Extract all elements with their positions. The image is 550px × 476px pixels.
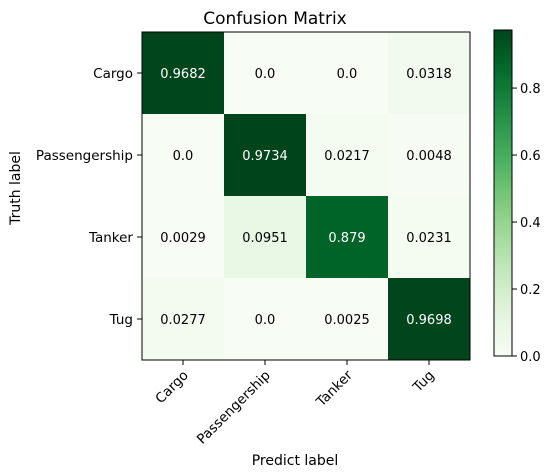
cell-value-label: 0.0277 <box>160 313 206 328</box>
heatmap-cell <box>306 196 388 278</box>
cell-value-label: 0.0 <box>337 67 358 82</box>
heatmap-cell <box>224 114 306 196</box>
cell-value-label: 0.0 <box>255 313 276 328</box>
heatmap-cell <box>388 114 470 196</box>
heatmap-cell <box>142 114 224 196</box>
cell-value-label: 0.0951 <box>242 231 288 246</box>
cell-value-label: 0.0231 <box>406 231 452 246</box>
cell-value-label: 0.9682 <box>160 67 206 82</box>
heatmap-cell <box>142 196 224 278</box>
colorbar-tick-label: 0.6 <box>520 149 541 164</box>
y-tick-label: Tug <box>109 312 133 328</box>
x-tick-label: Tanker <box>313 367 356 410</box>
y-tick-label: Passengership <box>36 148 133 164</box>
heatmap-cell <box>142 278 224 360</box>
x-tick-label: Passengership <box>194 368 274 448</box>
heatmap-cell <box>388 32 470 114</box>
colorbar: 0.0 0.2 0.4 0.6 0.8 <box>493 29 541 365</box>
cell-value-label: 0.0048 <box>406 149 452 164</box>
cell-value-label: 0.9698 <box>406 313 452 328</box>
x-tick-label: Tug <box>409 368 438 397</box>
cell-value-label: 0.0 <box>173 149 194 164</box>
cell-value-label: 0.9734 <box>242 149 288 164</box>
heatmap-cell <box>388 278 470 360</box>
cell-value-label: 0.0029 <box>160 231 206 246</box>
y-axis-label: Truth label <box>8 151 24 226</box>
heatmap-cell <box>224 196 306 278</box>
cell-value-label: 0.0025 <box>324 313 370 328</box>
colorbar-tick-label: 0.8 <box>520 82 541 97</box>
heatmap-cell <box>306 114 388 196</box>
colorbar-tick-label: 0.4 <box>520 216 541 231</box>
x-tick-label: Cargo <box>152 368 191 407</box>
heatmap-cell <box>306 278 388 360</box>
colorbar-tick-label: 0.2 <box>520 283 541 298</box>
x-axis-label: Predict label <box>252 453 339 469</box>
cell-value-label: 0.0217 <box>324 149 370 164</box>
heatmap-cell <box>388 196 470 278</box>
heatmap-cell <box>224 278 306 360</box>
chart-title: Confusion Matrix <box>203 9 347 29</box>
heatmap-cell <box>224 32 306 114</box>
colorbar-tick-label: 0.0 <box>520 350 541 365</box>
y-tick-label: Tanker <box>88 230 133 246</box>
plot-frame <box>141 31 471 361</box>
cell-value-label: 0.0318 <box>406 67 452 82</box>
cell-value-label: 0.879 <box>328 231 365 246</box>
cell-value-label: 0.0 <box>255 67 276 82</box>
y-tick-label: Cargo <box>93 66 133 82</box>
heatmap-cell <box>306 32 388 114</box>
heatmap-cells: 0.9682 0.0 0.0 0.0318 0.0 0.9734 0.0217 0.0048 0… <box>142 32 470 360</box>
colorbar-gradient <box>493 29 513 357</box>
heatmap-cell <box>142 32 224 114</box>
